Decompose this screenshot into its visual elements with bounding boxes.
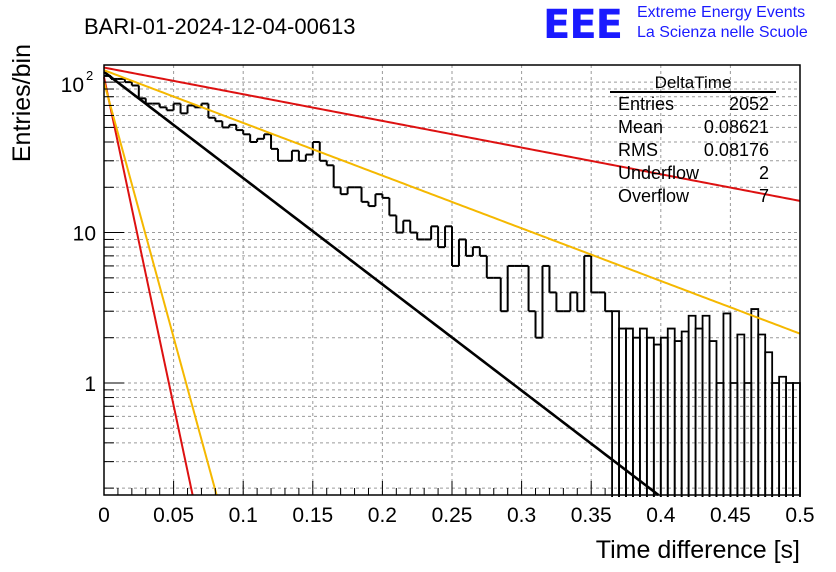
- x-tick-label: 0.25: [432, 504, 473, 527]
- y-tick-label: 10: [73, 223, 96, 246]
- y-tick-label: 1: [84, 373, 96, 396]
- x-tick-label: 0.45: [710, 504, 751, 527]
- histogram-bin: [785, 382, 794, 497]
- curve-fit: [103, 70, 660, 497]
- histogram-bin: [618, 327, 627, 497]
- x-tick-labels: 0 0.05 0.1 0.15 0.2 0.25 0.3 0.35 0.4 0.45 0.5: [98, 504, 814, 527]
- stats-label: RMS: [618, 140, 658, 160]
- y-axis-label: Entries/bin: [8, 44, 36, 162]
- histogram-bin: [708, 340, 718, 497]
- eee-logo-mark: EEE: [543, 2, 623, 48]
- stats-box: DeltaTime Entries 2052 Mean 0.08621 RMS 0.081…: [610, 73, 776, 206]
- curve-yellow-slow: [103, 69, 801, 335]
- histogram-bin: [792, 382, 801, 497]
- curve-yellow-fast: [103, 81, 218, 496]
- y-tick-label-exponent: 2: [86, 68, 93, 83]
- x-tick-label: 0.4: [646, 504, 676, 527]
- x-tick-label: 0.05: [153, 504, 194, 527]
- histogram-bin: [764, 351, 774, 497]
- x-tick-label: 0.3: [507, 504, 536, 527]
- histogram-bin: [611, 310, 620, 497]
- x-tick-label: 0.1: [229, 504, 258, 527]
- stats-value: 2052: [729, 94, 769, 114]
- histogram-bin: [722, 312, 732, 497]
- histogram-bin: [778, 375, 787, 497]
- stats-value: 0.08621: [704, 117, 769, 137]
- eee-logo-line2: La Scienza nelle Scuole: [637, 24, 808, 41]
- x-tick-label: 0.15: [292, 504, 333, 527]
- stats-label: Entries: [618, 94, 674, 114]
- x-axis-label: Time difference [s]: [596, 536, 800, 564]
- histogram-bin: [694, 327, 704, 497]
- histogram-bin: [645, 336, 655, 497]
- x-tick-label: 0.5: [785, 504, 814, 527]
- histogram-bin: [729, 382, 739, 497]
- histogram-bars: [104, 74, 801, 497]
- curves: [103, 66, 801, 497]
- histogram-bin: [771, 382, 781, 497]
- stats-label: Overflow: [618, 186, 690, 206]
- histogram-bin: [757, 333, 767, 497]
- histogram-bin: [652, 343, 662, 497]
- chart-title: BARI-01-2024-12-04-00613: [84, 14, 356, 39]
- stats-value: 0.08176: [704, 140, 769, 160]
- histogram-bin: [632, 336, 641, 497]
- histogram-bin: [715, 382, 725, 497]
- histogram-bin: [736, 333, 746, 497]
- axis-ticks: [103, 81, 801, 495]
- histogram-bin: [666, 327, 676, 497]
- histogram-bin: [680, 330, 690, 497]
- x-tick-label: 0.2: [368, 504, 397, 527]
- stats-value: 2: [759, 163, 769, 183]
- x-tick-label: 0.35: [571, 504, 612, 527]
- y-tick-label: 10: [61, 74, 84, 97]
- stats-value: 7: [759, 186, 769, 206]
- curve-red-fast: [103, 76, 194, 496]
- eee-logo-line1: Extreme Energy Events: [637, 4, 806, 21]
- stats-title: DeltaTime: [655, 73, 732, 92]
- stats-label: Underflow: [618, 163, 700, 183]
- x-tick-label: 0: [98, 504, 110, 527]
- curve-red-slow: [103, 66, 801, 202]
- histogram-bin: [743, 382, 753, 497]
- histogram-bin: [639, 327, 648, 497]
- histogram-bin: [659, 336, 669, 497]
- stats-label: Mean: [618, 117, 663, 137]
- histogram-bin: [673, 340, 683, 497]
